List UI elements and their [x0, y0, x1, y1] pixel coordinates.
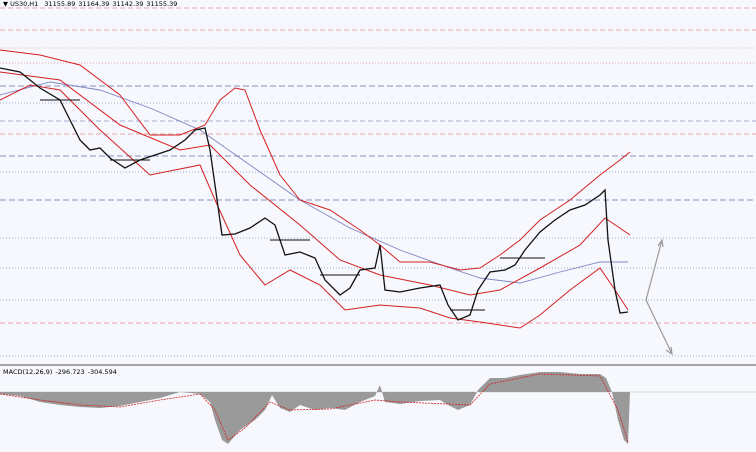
header: ▼ US30,H1 31155.89 31164.39 31142.39 31155.3…: [3, 0, 177, 8]
macd-main: -296.723: [55, 368, 84, 376]
macd-header: MACD(12,26,9) -296.723 -304.594: [3, 368, 117, 376]
symbol: US30,H1: [10, 0, 38, 8]
levels: [0, 7, 756, 357]
levels-marks: [40, 99, 545, 311]
bollinger-middle: [0, 71, 631, 296]
forecast-arrows: [645, 238, 673, 356]
bollinger-lower: [0, 84, 629, 329]
open: 31155.89: [44, 0, 75, 8]
macd-histogram: [0, 372, 630, 444]
high: 31164.39: [78, 0, 109, 8]
price: [0, 67, 629, 321]
low: 31142.39: [112, 0, 143, 8]
moving-average: [0, 81, 628, 284]
bollinger-upper: [0, 49, 631, 271]
macd-signal-value: -304.594: [88, 368, 117, 376]
macd-signal: [0, 373, 629, 443]
close: 31155.39: [146, 0, 177, 8]
macd-label: MACD(12,26,9): [3, 368, 52, 376]
